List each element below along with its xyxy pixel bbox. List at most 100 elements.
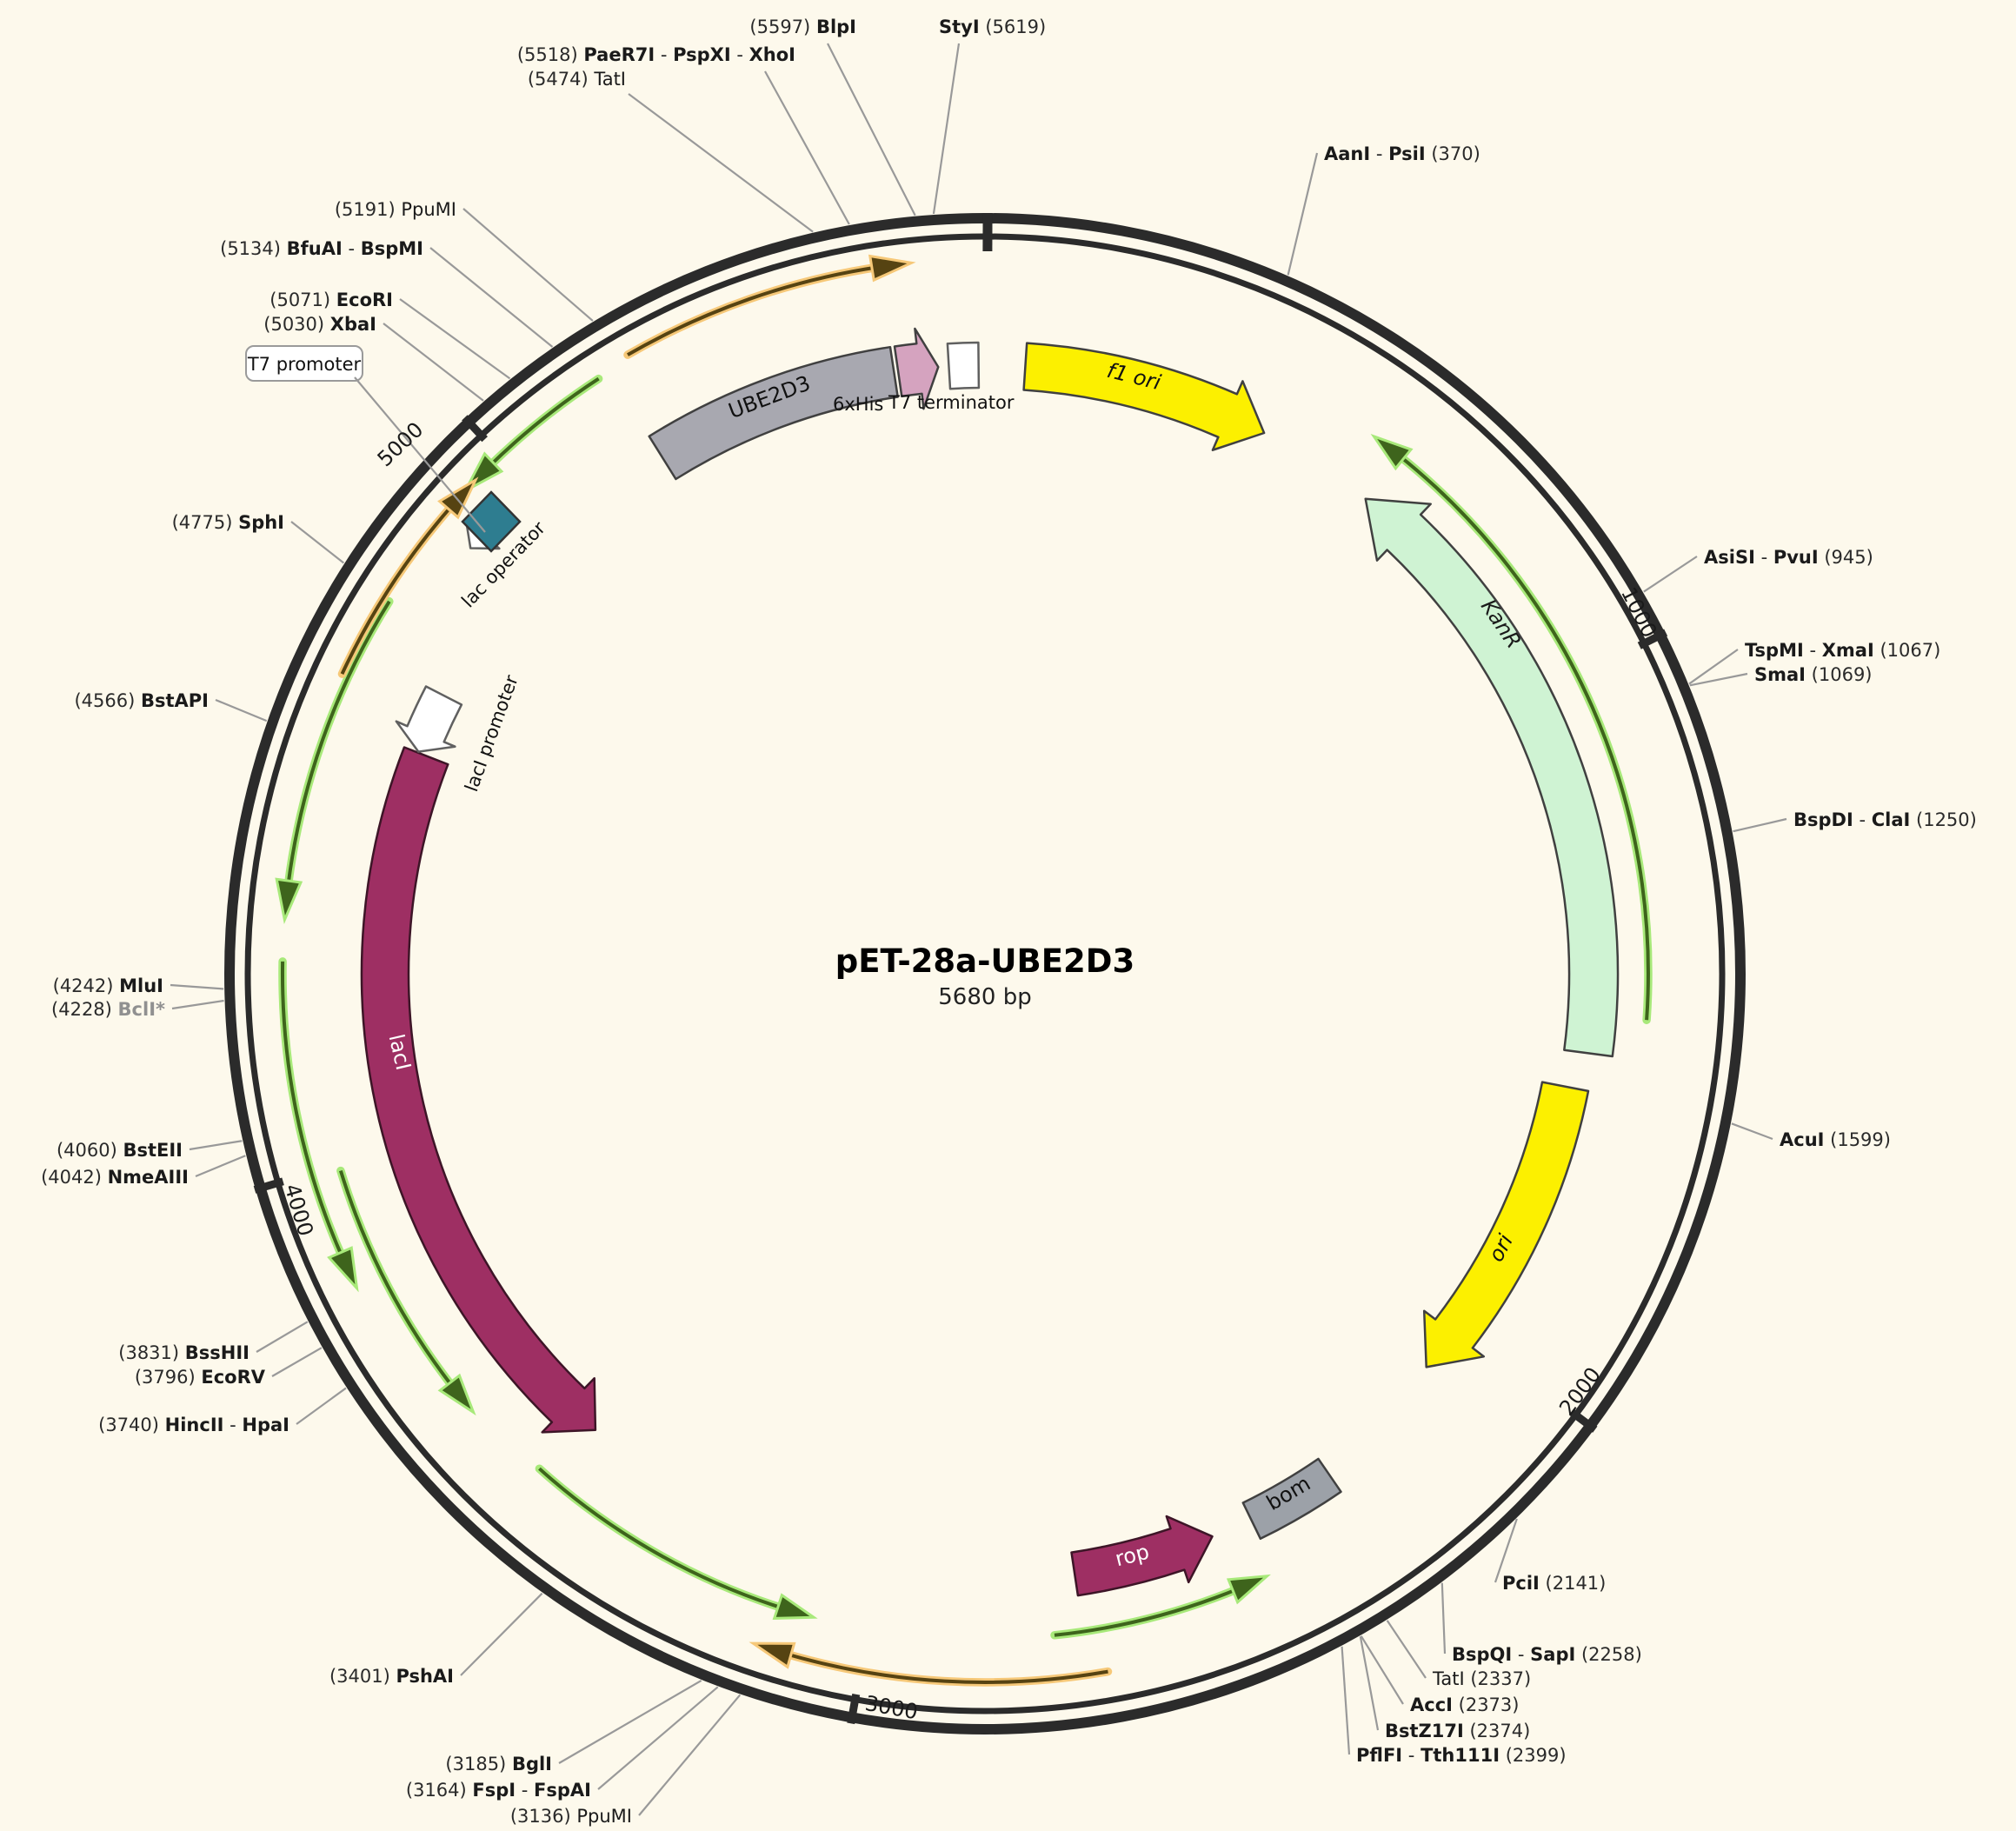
site-label-AcuI[interactable]: AcuI (1599) bbox=[1780, 1129, 1891, 1150]
site-label-XbaI[interactable]: (5030) XbaI bbox=[263, 314, 376, 335]
leader-line-NmeAIII bbox=[195, 1155, 246, 1178]
leader-line-BlpI bbox=[827, 43, 916, 216]
tick-4000 bbox=[253, 1177, 284, 1194]
feature-UBE2D3[interactable] bbox=[648, 345, 899, 481]
site-label-TspMI-XmaI[interactable]: TspMI - XmaI (1067) bbox=[1745, 640, 1940, 661]
site-label-BspDI-ClaI[interactable]: BspDI - ClaI (1250) bbox=[1793, 809, 1977, 830]
orf-arc-core bbox=[1054, 1586, 1241, 1637]
feature-lacI promoter[interactable] bbox=[395, 685, 463, 753]
orf-arrowhead bbox=[437, 1373, 476, 1416]
site-label-AanI-PsiI[interactable]: AanI - PsiI (370) bbox=[1324, 143, 1480, 164]
feature-bom[interactable] bbox=[1241, 1457, 1342, 1541]
leader-lines bbox=[170, 43, 1787, 1816]
leader-line-TatI bbox=[628, 93, 814, 233]
feature-bands bbox=[360, 327, 1620, 1597]
plasmid-size: 5680 bp bbox=[938, 984, 1031, 1010]
plasmid-title: pET-28a-UBE2D3 bbox=[835, 942, 1134, 980]
feature-lac-operator[interactable] bbox=[461, 490, 522, 553]
orf-arc-core bbox=[286, 600, 391, 889]
site-label-BstZ17I[interactable]: BstZ17I (2374) bbox=[1385, 1721, 1530, 1741]
leader-line-BstAPI bbox=[215, 698, 268, 722]
tick-2000 bbox=[1568, 1408, 1598, 1433]
orf-arrowhead bbox=[1226, 1574, 1271, 1605]
site-label-PshAI[interactable]: (3401) PshAI bbox=[329, 1666, 454, 1687]
site-label-EcoRV[interactable]: (3796) EcoRV bbox=[135, 1367, 266, 1388]
leader-line-TspMI-XmaI bbox=[1688, 649, 1739, 685]
orf-arc-core bbox=[782, 1651, 1108, 1684]
site-label-BglI[interactable]: (3185) BglI bbox=[445, 1754, 552, 1774]
site-label-BclI*[interactable]: (4228) BclI* bbox=[51, 999, 165, 1020]
leader-line-BclI* bbox=[171, 999, 224, 1010]
leader-line-t7-promoter bbox=[354, 376, 486, 533]
site-label-BstEII[interactable]: (4060) BstEII bbox=[57, 1140, 183, 1161]
site-label-SphI[interactable]: (4775) SphI bbox=[172, 512, 284, 533]
leader-line-AanI-PsiI bbox=[1287, 152, 1319, 276]
site-label-TatI[interactable]: (5474) TatI bbox=[528, 69, 626, 90]
site-label-BlpI[interactable]: (5597) BlpI bbox=[749, 17, 856, 37]
leader-line-FspI-FspAI bbox=[597, 1686, 719, 1790]
site-label-PciI[interactable]: PciI (2141) bbox=[1502, 1573, 1606, 1594]
orf-arc-core bbox=[338, 1170, 456, 1390]
orf-arrows bbox=[275, 254, 1653, 1687]
tick-label-1000: 1000 bbox=[1616, 583, 1661, 642]
orf-arrowhead bbox=[749, 1641, 796, 1669]
leader-line-PciI bbox=[1494, 1518, 1518, 1583]
plasmid-backbone bbox=[224, 212, 1746, 1734]
feature-rop[interactable] bbox=[1070, 1515, 1214, 1597]
leader-line-PaeR7I-PspXI-XhoI bbox=[764, 70, 850, 225]
site-label-PpuMI[interactable]: (5191) PpuMI bbox=[335, 199, 456, 220]
site-label-FspI-FspAI[interactable]: (3164) FspI - FspAI bbox=[406, 1780, 591, 1801]
orf-arrowhead bbox=[868, 254, 916, 283]
site-label-BssHII[interactable]: (3831) BssHII bbox=[118, 1342, 250, 1363]
leader-line-PflFI-Tth111I bbox=[1341, 1646, 1351, 1755]
site-label-BspQI-SapI[interactable]: BspQI - SapI (2258) bbox=[1452, 1644, 1642, 1665]
leader-line-BstZ17I bbox=[1359, 1635, 1380, 1731]
tick-1000 bbox=[1637, 629, 1668, 649]
orf-arrowhead bbox=[327, 1246, 359, 1293]
leader-line-AsiSI-PvuI bbox=[1643, 556, 1698, 593]
site-label-SmaI[interactable]: SmaI (1069) bbox=[1754, 664, 1873, 685]
site-label-EcoRI[interactable]: (5071) EcoRI bbox=[269, 290, 393, 310]
orf-arrowhead bbox=[275, 877, 303, 925]
orf-arc-core bbox=[538, 1467, 786, 1611]
site-label-PpuMI[interactable]: (3136) PpuMI bbox=[510, 1806, 632, 1827]
leader-line-PpuMI bbox=[462, 208, 594, 322]
feature-T7 terminator[interactable] bbox=[946, 341, 981, 390]
feature-label-box-T7-promoter[interactable] bbox=[245, 345, 363, 382]
leader-line-PpuMI bbox=[638, 1694, 742, 1816]
feature-ori[interactable] bbox=[1422, 1081, 1590, 1368]
leader-line-BfuAI-BspMI bbox=[429, 247, 554, 348]
site-label-BstAPI[interactable]: (4566) BstAPI bbox=[74, 690, 209, 711]
orf-arc-core bbox=[1396, 453, 1650, 1021]
site-label-NmeAIII[interactable]: (4042) NmeAIII bbox=[41, 1167, 189, 1188]
leader-line-BstEII bbox=[189, 1140, 243, 1151]
feature-6xHis[interactable] bbox=[893, 327, 940, 410]
feature-KanR[interactable] bbox=[1364, 497, 1620, 1058]
leader-line-BspDI-ClaI bbox=[1733, 817, 1787, 833]
leader-line-EcoRV bbox=[271, 1347, 323, 1377]
tick-label-5000: 5000 bbox=[373, 417, 429, 471]
feature-label-lacI-promoter: lacI promoter bbox=[461, 672, 522, 795]
tick-5000 bbox=[462, 415, 488, 443]
leader-line-AcuI bbox=[1731, 1122, 1773, 1141]
site-label-HincII-HpaI[interactable]: (3740) HincII - HpaI bbox=[98, 1415, 289, 1435]
tick-3000 bbox=[847, 1694, 861, 1725]
site-label-AccI[interactable]: AccI (2373) bbox=[1410, 1695, 1519, 1715]
site-label-TatI[interactable]: TatI (2337) bbox=[1432, 1668, 1531, 1689]
leader-line-AccI bbox=[1360, 1635, 1404, 1705]
site-label-PflFI-Tth111I[interactable]: PflFI - Tth111I (2399) bbox=[1356, 1745, 1567, 1766]
leader-line-EcoRI bbox=[399, 298, 511, 380]
site-label-AsiSI-PvuI[interactable]: AsiSI - PvuI (945) bbox=[1704, 547, 1873, 568]
site-label-PaeR7I-PspXI-XhoI[interactable]: (5518) PaeR7I - PspXI - XhoI bbox=[517, 44, 795, 65]
leader-line-PshAI bbox=[460, 1592, 543, 1676]
site-label-StyI[interactable]: StyI (5619) bbox=[939, 17, 1046, 37]
site-label-MluI[interactable]: (4242) MluI bbox=[53, 975, 163, 996]
leader-line-BglI bbox=[558, 1680, 702, 1764]
leader-line-BspQI-SapI bbox=[1440, 1582, 1447, 1655]
feature-lacI[interactable] bbox=[360, 746, 597, 1434]
leader-line-HincII-HpaI bbox=[296, 1387, 347, 1425]
site-label-BfuAI-BspMI[interactable]: (5134) BfuAI - BspMI bbox=[220, 238, 423, 259]
orf-arc-core bbox=[281, 961, 345, 1261]
leader-line-TatI bbox=[1386, 1620, 1427, 1679]
feature-f1 ori[interactable] bbox=[1022, 342, 1266, 451]
